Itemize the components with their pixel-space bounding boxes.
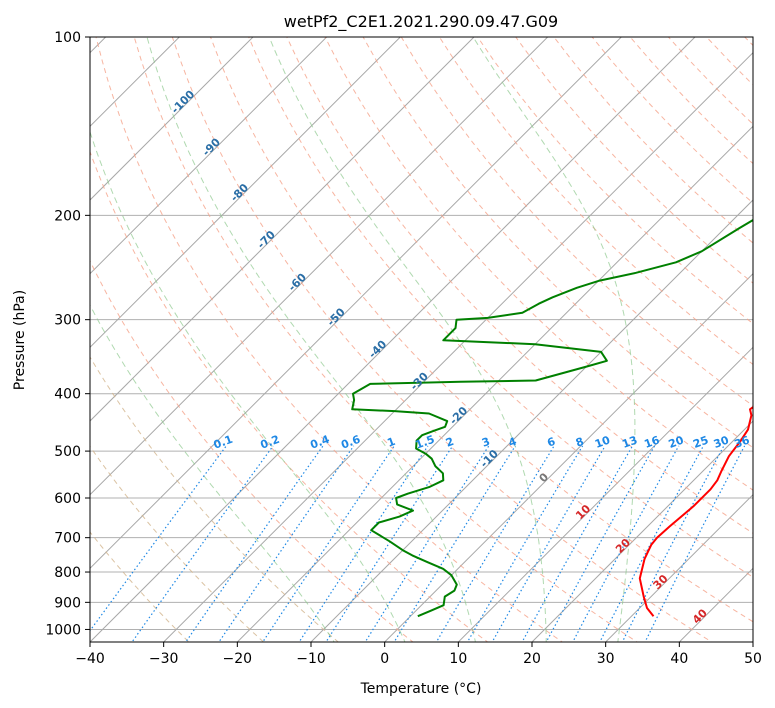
x-tick-label: 30 <box>597 651 615 667</box>
dewpoint-profile <box>351 218 753 618</box>
dry-adiabat <box>400 37 753 407</box>
x-tick-label: 0 <box>380 651 389 667</box>
x-tick-label: 40 <box>670 651 688 667</box>
y-tick-label: 700 <box>54 531 81 547</box>
isotherm-line <box>162 51 753 642</box>
x-tick-label: 20 <box>523 651 541 667</box>
mixing-ratio-label: 2 <box>444 435 456 450</box>
dry-adiabat <box>248 37 753 578</box>
mixing-ratio-label: 1 <box>385 435 397 450</box>
y-tick-label: 400 <box>54 387 81 403</box>
x-tick-label: 10 <box>449 651 467 667</box>
moist-adiabat <box>472 37 636 642</box>
mixing-ratio-line <box>521 445 634 642</box>
mixing-ratio-line <box>435 445 555 642</box>
background-lines <box>90 37 753 642</box>
dry-adiabat <box>438 37 753 366</box>
isotherm-line <box>90 37 623 570</box>
dry-adiabat <box>90 150 489 642</box>
dry-adiabat <box>133 37 638 642</box>
mixing-ratio-label: 25 <box>691 434 710 451</box>
mixing-ratio-label: 30 <box>712 433 731 451</box>
axes: −40 −30 −20 −10 0 10 20 30 40 5010020030040050060… <box>45 30 762 667</box>
mixing-ratio-label: 10 <box>593 433 612 451</box>
isotherm-line <box>457 346 753 642</box>
dry-adiabat <box>95 37 564 642</box>
isotherm-line <box>531 420 753 642</box>
mixing-ratio-label: 8 <box>574 435 586 450</box>
temperature-profile <box>638 405 753 617</box>
mixing-ratio-line <box>466 445 584 642</box>
dry-adiabat <box>324 37 753 491</box>
mixing-ratio-line <box>131 445 274 642</box>
y-tick-label: 600 <box>54 491 81 507</box>
mixing-ratio-label: 0.2 <box>259 433 282 452</box>
mixing-ratio-line <box>644 445 746 642</box>
moist-adiabat <box>90 130 406 642</box>
dry-adiabat <box>90 356 339 642</box>
isotherm-line <box>236 125 753 642</box>
x-tick-label: −20 <box>223 651 253 667</box>
mixing-ratio-line <box>572 445 680 642</box>
mixing-ratio-line <box>545 445 656 642</box>
mixing-ratio-label: 4 <box>507 435 519 450</box>
x-tick-label: −40 <box>75 651 105 667</box>
isotherm-line <box>310 199 753 642</box>
isotherm-line <box>90 37 402 349</box>
isotherm-line <box>383 272 753 642</box>
mixing-ratio-label: 6 <box>545 435 557 450</box>
mixing-ratio-line <box>599 445 704 642</box>
x-tick-label: −30 <box>149 651 179 667</box>
mixing-ratio-label: 20 <box>667 433 686 451</box>
series-layer <box>351 218 753 618</box>
x-tick-label: −10 <box>296 651 326 667</box>
y-tick-label: 500 <box>54 444 81 460</box>
mixing-ratio-label: 0.1 <box>212 433 235 452</box>
mixing-ratio-line <box>364 445 490 642</box>
x-tick-label: 50 <box>744 651 762 667</box>
y-tick-label: 100 <box>54 30 81 46</box>
isotherm-line <box>90 37 328 275</box>
mixing-ratio-label: 1.5 <box>414 433 437 452</box>
mixing-ratio-label: 36 <box>733 433 752 451</box>
mixing-ratio-line <box>262 445 395 642</box>
x-axis-label: Temperature (°C) <box>360 681 482 697</box>
isotherm-line <box>90 37 475 422</box>
mixing-ratio-line <box>393 445 516 642</box>
y-tick-label: 1000 <box>45 622 81 638</box>
chart-title: wetPf2_C2E1.2021.290.09.47.G09 <box>284 12 558 32</box>
y-tick-label: 900 <box>54 595 81 611</box>
dry-adiabat <box>210 37 753 623</box>
mixing-ratio-label: 13 <box>620 434 639 451</box>
mixing-ratio-line <box>218 445 355 642</box>
mixing-ratio-line <box>491 445 606 642</box>
y-axis-label: Pressure (hPa) <box>12 290 28 390</box>
mixing-ratio-label: 0.4 <box>309 433 332 452</box>
dry-adiabat <box>171 37 713 642</box>
moist-adiabat <box>146 37 476 642</box>
moist-adiabat <box>90 304 335 642</box>
isotherm-line <box>90 37 696 642</box>
isotherm-line <box>90 37 254 201</box>
isotherm-line <box>90 37 181 128</box>
moist-adiabat <box>268 37 547 642</box>
y-tick-label: 300 <box>54 313 81 329</box>
dry-adiabat <box>90 259 414 642</box>
mixing-ratio-label: 3 <box>480 435 492 450</box>
isotherm-line <box>90 37 549 496</box>
y-tick-label: 200 <box>54 208 81 224</box>
isotherm-line <box>604 493 753 642</box>
mixing-ratio-label: 0.6 <box>339 433 362 452</box>
mixing-ratio-label: 16 <box>642 433 661 451</box>
y-tick-label: 800 <box>54 565 81 581</box>
plot-frame <box>89 36 754 643</box>
